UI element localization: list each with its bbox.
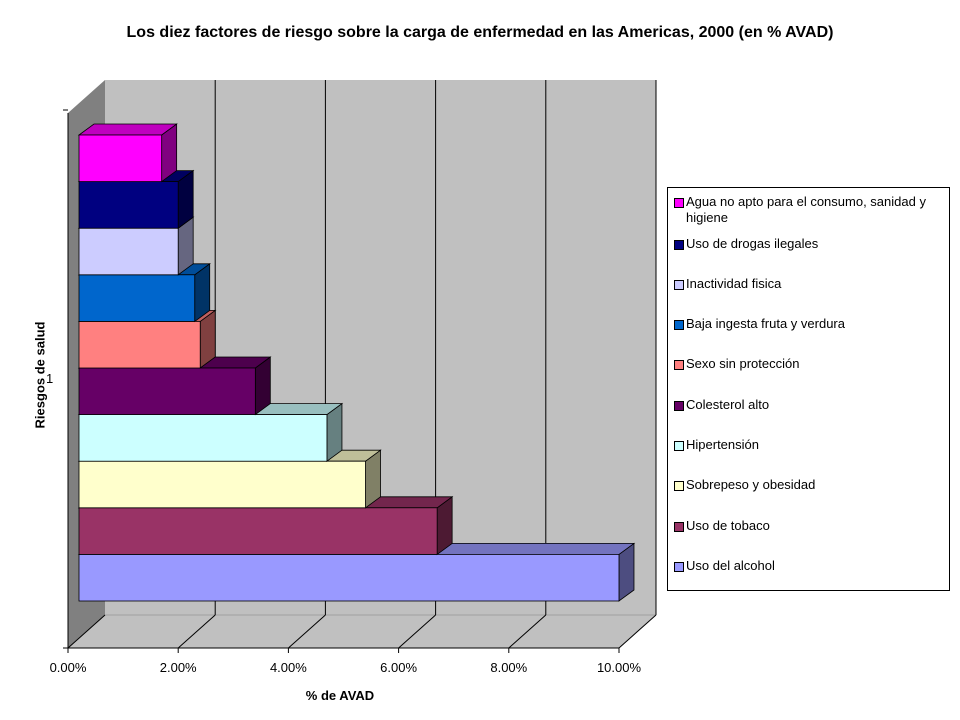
legend-swatch bbox=[674, 481, 684, 491]
legend-item: Sexo sin protección bbox=[672, 356, 946, 372]
bar-front bbox=[78, 227, 179, 276]
y-axis-label: Riesgos de salud bbox=[32, 321, 48, 429]
x-gridline-floor bbox=[177, 614, 216, 649]
legend-swatch bbox=[674, 360, 684, 370]
legend-item: Uso de drogas ilegales bbox=[672, 236, 946, 252]
chart-title: Los diez factores de riesgo sobre la car… bbox=[126, 24, 834, 41]
legend-swatch bbox=[674, 522, 684, 532]
legend-swatch bbox=[674, 441, 684, 451]
floor bbox=[67, 614, 657, 649]
bar-front bbox=[78, 460, 366, 509]
legend-swatch bbox=[674, 320, 684, 330]
legend-item: Inactividad fisica bbox=[672, 276, 946, 292]
x-tick-label: 10.00% bbox=[597, 660, 642, 675]
x-axis-label: % de AVAD bbox=[305, 688, 375, 703]
x-gridline-floor bbox=[398, 614, 436, 649]
legend-label: Sobrepeso y obesidad bbox=[686, 477, 816, 492]
bar-10 bbox=[77, 123, 178, 183]
x-gridline-floor bbox=[288, 614, 326, 649]
x-tick-label: 6.00% bbox=[380, 660, 417, 675]
bar-front bbox=[78, 414, 328, 462]
x-gridline-floor bbox=[508, 614, 547, 649]
chart-legend: Agua no apto para el consumo, sanidad y … bbox=[667, 187, 950, 591]
legend-label: Uso de tobaco bbox=[686, 518, 770, 533]
bar-front bbox=[78, 554, 620, 602]
y-tick-label: 1 bbox=[46, 371, 53, 386]
legend-item: Hipertensión bbox=[672, 437, 946, 453]
legend-swatch bbox=[674, 401, 684, 411]
legend-item: Baja ingesta fruta y verdura bbox=[672, 316, 946, 332]
legend-label: Colesterol alto bbox=[686, 397, 770, 412]
x-tick-label: 8.00% bbox=[490, 660, 527, 675]
bar-front bbox=[78, 274, 196, 322]
legend-label: Uso de drogas ilegales bbox=[686, 236, 819, 251]
legend-label: Sexo sin protección bbox=[686, 356, 800, 371]
x-gridline-floor bbox=[67, 614, 106, 649]
legend-item: Sobrepeso y obesidad bbox=[672, 477, 946, 493]
legend-label: Agua no apto para el consumo, sanidad y … bbox=[686, 194, 926, 225]
legend-label: Inactividad fisica bbox=[686, 276, 782, 291]
bar-front bbox=[78, 367, 256, 415]
x-tick-label: 4.00% bbox=[270, 660, 307, 675]
legend-label: Uso del alcohol bbox=[686, 558, 775, 573]
legend-item: Uso del alcohol bbox=[672, 558, 946, 574]
x-tick-label: 2.00% bbox=[160, 660, 197, 675]
legend-item: Agua no apto para el consumo, sanidad y … bbox=[672, 194, 946, 226]
legend-swatch bbox=[674, 280, 684, 290]
legend-item: Colesterol alto bbox=[672, 397, 946, 413]
bar-front bbox=[78, 181, 179, 229]
bar-front bbox=[78, 507, 438, 555]
legend-label: Hipertensión bbox=[686, 437, 759, 452]
bar-3 bbox=[77, 449, 382, 509]
bar-top bbox=[77, 123, 178, 136]
legend-swatch bbox=[674, 562, 684, 572]
bar-front bbox=[78, 134, 163, 182]
x-gridline-floor bbox=[618, 614, 657, 649]
legend-swatch bbox=[674, 198, 684, 208]
legend-item: Uso de tobaco bbox=[672, 518, 946, 534]
x-tick-label: 0.00% bbox=[50, 660, 87, 675]
bar-front bbox=[78, 320, 201, 369]
legend-swatch bbox=[674, 240, 684, 250]
legend-label: Baja ingesta fruta y verdura bbox=[686, 316, 845, 331]
